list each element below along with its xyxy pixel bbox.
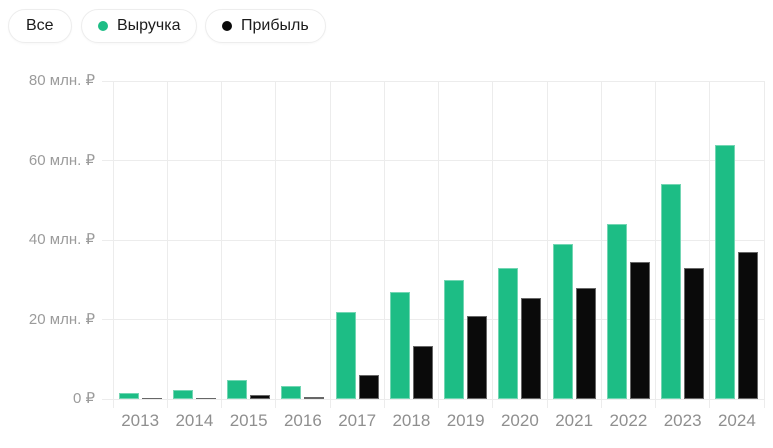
profit-bar-2017[interactable]: [358, 375, 379, 399]
revenue-bar-2014[interactable]: [172, 390, 193, 399]
gridline-horizontal: [102, 398, 764, 400]
filter-all-button[interactable]: Все: [8, 9, 72, 43]
gridline-horizontal: [102, 80, 764, 82]
legend-profit-label: Прибыль: [241, 17, 309, 34]
legend-revenue-label: Выручка: [117, 17, 181, 34]
revenue-bar-2013[interactable]: [118, 393, 139, 399]
x-tick-label: 2016: [283, 411, 322, 430]
gridline-vertical: [709, 81, 711, 408]
profit-bar-2015[interactable]: [250, 395, 271, 399]
profit-bar-2016[interactable]: [304, 397, 325, 399]
x-tick-label: 2019: [446, 411, 485, 430]
profit-bar-2023[interactable]: [684, 267, 705, 399]
revenue-bar-2023[interactable]: [661, 184, 682, 399]
y-axis-labels: 0 ₽ 20 млн. ₽ 40 млн. ₽ 60 млн. ₽ 80 млн. ₽: [0, 72, 95, 407]
profit-bar-2024[interactable]: [738, 251, 759, 399]
profit-bar-2019[interactable]: [467, 315, 488, 399]
gridline-vertical: [655, 81, 656, 408]
revenue-bar-2021[interactable]: [552, 243, 573, 399]
profit-bar-2018[interactable]: [412, 346, 433, 399]
x-tick-label: 2020: [500, 411, 539, 430]
profit-bar-2021[interactable]: [575, 287, 596, 399]
x-tick-label: 2022: [609, 411, 648, 430]
gridline-vertical: [221, 81, 222, 408]
revenue-bar-2018[interactable]: [389, 291, 410, 399]
filter-all-label: Все: [26, 17, 54, 34]
gridline-vertical: [546, 81, 548, 408]
gridline-vertical: [383, 81, 385, 408]
y-tick-label: 80 млн. ₽: [28, 72, 95, 89]
x-tick-label: 2017: [338, 411, 377, 430]
gridline-horizontal: [102, 239, 764, 241]
revenue-bar-2017[interactable]: [335, 311, 356, 399]
chart-plot: [102, 80, 765, 408]
revenue-bar-2016[interactable]: [281, 386, 302, 399]
gridline-vertical: [329, 81, 331, 408]
profit-bar-2014[interactable]: [195, 397, 216, 399]
x-tick-label: 2024: [717, 411, 756, 430]
legend-revenue-button[interactable]: Выручка: [81, 9, 198, 43]
x-tick-label: 2015: [229, 411, 268, 430]
profit-bar-2020[interactable]: [521, 297, 542, 399]
x-tick-label: 2013: [121, 411, 160, 430]
gridline-vertical: [763, 81, 765, 408]
gridline-vertical: [112, 81, 114, 408]
legend-profit-button[interactable]: Прибыль: [205, 9, 326, 43]
revenue-bar-2022[interactable]: [606, 224, 627, 399]
y-tick-label: 20 млн. ₽: [28, 310, 95, 328]
profit-bar-2022[interactable]: [629, 261, 650, 399]
gridline-vertical: [438, 81, 439, 408]
y-tick-label: 0 ₽: [72, 390, 95, 407]
gridline-vertical: [492, 81, 494, 408]
gridline-vertical: [600, 81, 602, 408]
revenue-bar-2015[interactable]: [227, 379, 248, 399]
x-tick-label: 2021: [555, 411, 594, 430]
revenue-bar-2020[interactable]: [498, 267, 519, 399]
gridline-horizontal: [102, 319, 764, 320]
x-tick-label: 2023: [663, 411, 702, 430]
x-tick-label: 2018: [392, 411, 431, 430]
y-tick-label: 40 млн. ₽: [28, 231, 95, 248]
x-tick-label: 2014: [175, 411, 214, 430]
profit-bar-2013[interactable]: [141, 397, 162, 399]
gridline-vertical: [166, 81, 168, 408]
revenue-dot-icon: [98, 21, 108, 31]
gridline-horizontal: [102, 160, 764, 161]
gridline-vertical: [275, 81, 277, 408]
revenue-bar-2024[interactable]: [715, 144, 736, 399]
y-tick-label: 60 млн. ₽: [28, 151, 95, 169]
revenue-bar-2019[interactable]: [444, 279, 465, 399]
profit-dot-icon: [222, 21, 232, 31]
